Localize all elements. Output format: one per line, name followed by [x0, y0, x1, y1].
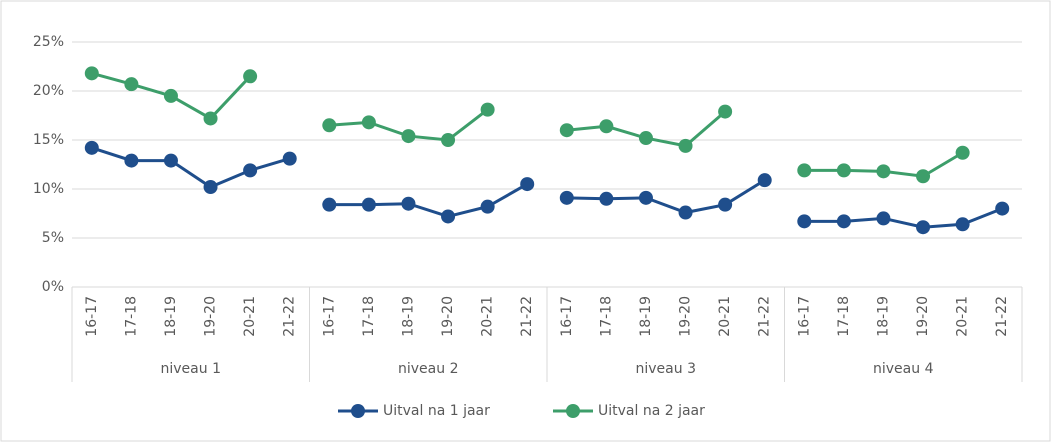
- series-marker: [995, 201, 1010, 216]
- x-tick-label: 16-17: [796, 296, 812, 337]
- y-tick-label: 20%: [33, 83, 64, 99]
- x-tick-label: 17-18: [836, 296, 852, 337]
- series-marker: [203, 111, 218, 126]
- x-tick-label: 21-22: [757, 296, 773, 337]
- series-marker: [955, 145, 970, 160]
- series-marker: [203, 180, 218, 195]
- series-marker: [678, 205, 693, 220]
- series-marker: [361, 115, 376, 130]
- legend-label: Uitval na 1 jaar: [383, 403, 490, 419]
- series-marker: [520, 177, 535, 192]
- series-marker: [480, 199, 495, 214]
- series-marker: [876, 164, 891, 179]
- series-marker: [559, 190, 574, 205]
- series-marker: [955, 217, 970, 232]
- series-marker: [599, 119, 614, 134]
- series-marker: [124, 77, 139, 92]
- x-tick-label: 16-17: [321, 296, 337, 337]
- group-label: niveau 3: [636, 361, 696, 377]
- x-tick-label: 18-19: [163, 296, 179, 337]
- x-tick-label: 21-22: [519, 296, 535, 337]
- x-tick-label: 19-20: [915, 296, 931, 337]
- series-marker: [163, 88, 178, 103]
- y-tick-label: 0%: [42, 279, 64, 295]
- x-tick-label: 18-19: [400, 296, 416, 337]
- series-marker: [322, 118, 337, 133]
- x-tick-label: 17-18: [123, 296, 139, 337]
- series-marker: [243, 69, 258, 84]
- legend-marker: [351, 404, 365, 418]
- series-marker: [163, 153, 178, 168]
- series-marker: [124, 153, 139, 168]
- legend-marker: [566, 404, 580, 418]
- x-tick-label: 20-21: [480, 296, 496, 337]
- group-label: niveau 2: [398, 361, 458, 377]
- x-tick-label: 20-21: [242, 296, 258, 337]
- series-marker: [678, 138, 693, 153]
- x-tick-label: 19-20: [203, 296, 219, 337]
- series-marker: [441, 209, 456, 224]
- series-marker: [401, 129, 416, 144]
- series-marker: [638, 190, 653, 205]
- x-tick-label: 19-20: [440, 296, 456, 337]
- series-marker: [243, 163, 258, 178]
- series-marker: [876, 211, 891, 226]
- x-tick-label: 17-18: [598, 296, 614, 337]
- series-marker: [718, 104, 733, 119]
- series-marker: [916, 220, 931, 235]
- series-marker: [401, 196, 416, 211]
- series-marker: [797, 214, 812, 229]
- y-tick-label: 5%: [42, 230, 64, 246]
- series-marker: [84, 66, 99, 81]
- series-marker: [638, 131, 653, 146]
- x-tick-label: 17-18: [361, 296, 377, 337]
- legend-label: Uitval na 2 jaar: [598, 403, 705, 419]
- x-tick-label: 21-22: [994, 296, 1010, 337]
- x-tick-label: 16-17: [84, 296, 100, 337]
- x-tick-label: 16-17: [559, 296, 575, 337]
- series-marker: [282, 151, 297, 166]
- x-tick-label: 20-21: [955, 296, 971, 337]
- x-tick-label: 20-21: [717, 296, 733, 337]
- y-tick-label: 15%: [33, 132, 64, 148]
- x-tick-label: 21-22: [282, 296, 298, 337]
- y-tick-label: 10%: [33, 181, 64, 197]
- series-marker: [441, 133, 456, 147]
- series-marker: [836, 163, 851, 178]
- series-marker: [84, 140, 99, 155]
- series-marker: [757, 173, 772, 188]
- group-label: niveau 4: [873, 361, 934, 377]
- series-marker: [361, 197, 376, 212]
- series-marker: [836, 214, 851, 229]
- series-marker: [322, 197, 337, 212]
- y-tick-label: 25%: [33, 34, 64, 50]
- series-marker: [916, 169, 931, 184]
- x-tick-label: 18-19: [875, 296, 891, 337]
- series-marker: [718, 197, 733, 212]
- series-marker: [559, 123, 574, 138]
- series-marker: [599, 191, 614, 206]
- group-label: niveau 1: [161, 361, 221, 377]
- series-marker: [480, 102, 495, 117]
- x-tick-label: 18-19: [638, 296, 654, 337]
- x-tick-label: 19-20: [678, 296, 694, 337]
- series-marker: [797, 163, 812, 178]
